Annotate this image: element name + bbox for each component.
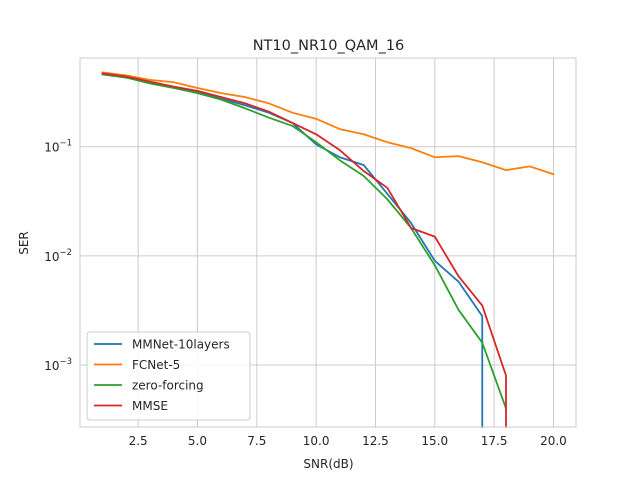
x-tick-label: 7.5 [247,434,266,448]
y-tick-label: 10−2 [44,248,72,264]
y-tick-label: 10−1 [44,139,72,155]
x-tick-label: 12.5 [362,434,389,448]
y-tick-labels: 10−3 10−2 10−1 [44,139,72,373]
x-tick-label: 15.0 [421,434,448,448]
x-tick-label: 17.5 [481,434,508,448]
legend-label: FCNet-5 [132,358,180,372]
series-line-zero-forcing [101,73,508,410]
x-tick-labels: 2.5 5.0 7.5 10.0 12.5 15.0 17.5 20.0 [129,434,567,448]
y-axis-title: SER [17,231,31,255]
chart-title: NT10_NR10_QAM_16 [253,38,405,54]
legend-label: zero-forcing [132,379,204,393]
series-line-fcnet-5 [101,71,555,176]
x-tick-label: 10.0 [303,434,330,448]
legend-label: MMNet-10layers [132,338,230,352]
x-tick-label: 2.5 [129,434,148,448]
x-axis-title: SNR(dB) [303,457,353,471]
plot-frame [79,57,577,428]
y-tick-label: 10−3 [44,357,72,373]
legend-label: MMSE [132,399,168,413]
x-tick-label: 20.0 [540,434,567,448]
legend-box [86,331,251,421]
series-lines [101,71,555,428]
legend: MMNet-10layers FCNet-5 zero-forcing MMSE [86,331,251,421]
x-tick-label: 5.0 [188,434,207,448]
series-line-mmse [101,72,507,428]
